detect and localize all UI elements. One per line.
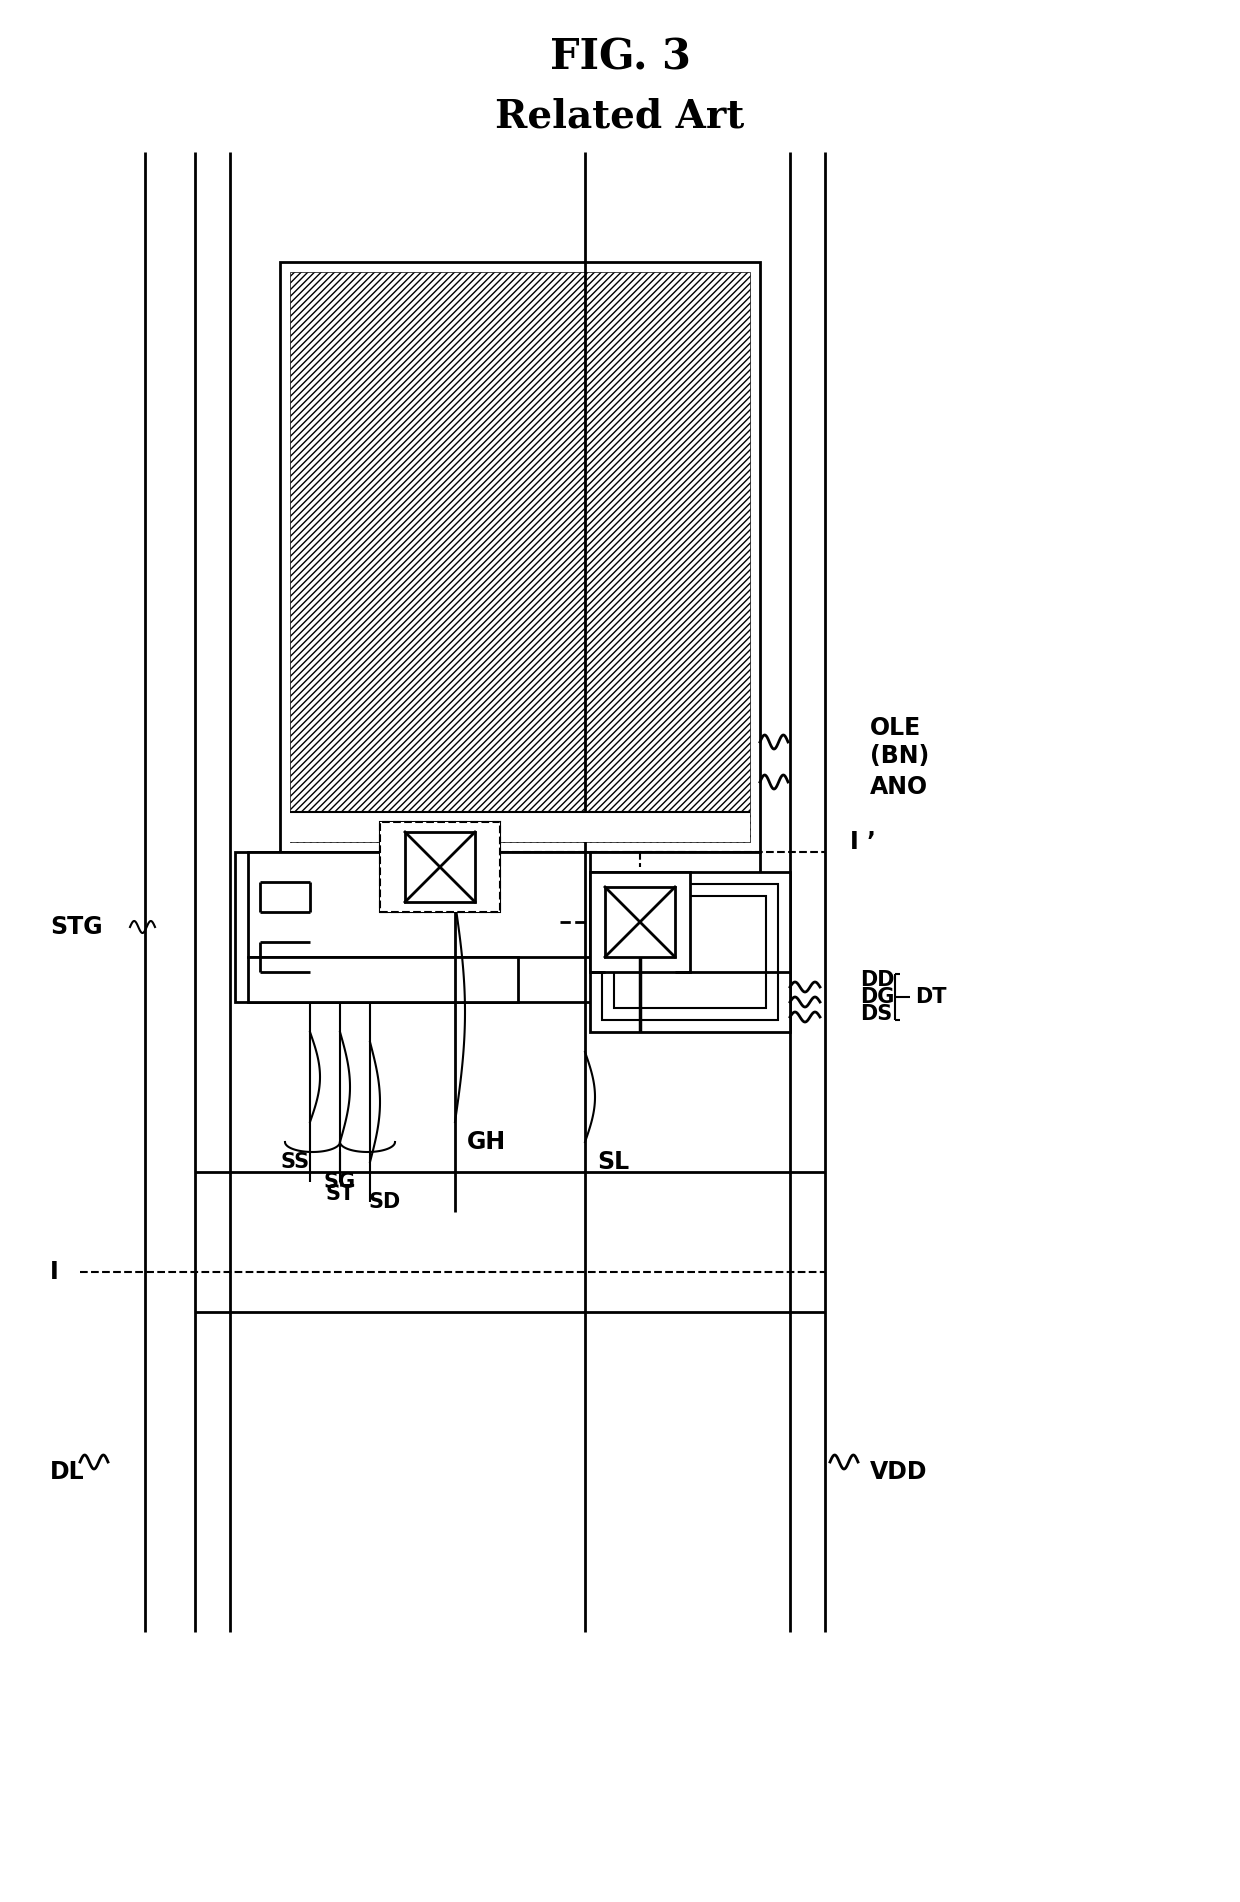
Text: PH: PH bbox=[701, 888, 737, 911]
Bar bbox=[290, 272, 750, 843]
Text: ANO: ANO bbox=[870, 774, 928, 799]
Text: STG: STG bbox=[50, 915, 103, 940]
Text: DG: DG bbox=[861, 987, 894, 1006]
Text: SL: SL bbox=[596, 1151, 629, 1174]
Text: GH: GH bbox=[467, 1130, 506, 1155]
Text: VDD: VDD bbox=[870, 1461, 928, 1484]
Text: I: I bbox=[50, 1259, 58, 1284]
Text: DS: DS bbox=[861, 1004, 893, 1023]
Text: ST: ST bbox=[325, 1185, 355, 1204]
Bar bbox=[379, 822, 500, 911]
Bar bbox=[248, 957, 518, 1002]
Bar bbox=[601, 884, 777, 1019]
Bar bbox=[405, 831, 475, 902]
Text: SS: SS bbox=[280, 1153, 310, 1172]
Bar bbox=[605, 886, 675, 957]
Bar bbox=[280, 262, 760, 852]
Text: OLE
(BN): OLE (BN) bbox=[870, 715, 929, 768]
Bar bbox=[590, 871, 790, 1033]
Bar bbox=[290, 812, 750, 843]
Bar bbox=[590, 871, 689, 972]
Bar bbox=[236, 852, 760, 1002]
Text: DT: DT bbox=[915, 987, 946, 1006]
Text: SD: SD bbox=[368, 1193, 401, 1212]
Text: Related Art: Related Art bbox=[495, 99, 745, 137]
Text: SG: SG bbox=[324, 1172, 356, 1193]
Text: FIG. 3: FIG. 3 bbox=[549, 36, 691, 78]
Text: I ’: I ’ bbox=[849, 829, 875, 854]
Bar bbox=[379, 822, 500, 911]
Text: DD: DD bbox=[861, 970, 894, 991]
Bar bbox=[248, 852, 590, 957]
Bar bbox=[614, 896, 766, 1008]
Text: DL: DL bbox=[50, 1461, 84, 1484]
